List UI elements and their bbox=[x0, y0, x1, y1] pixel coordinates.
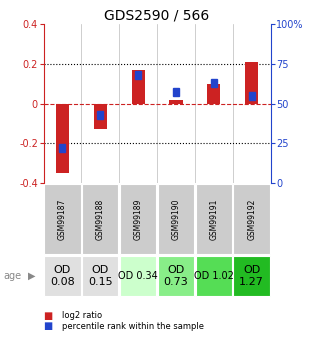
FancyBboxPatch shape bbox=[234, 184, 270, 254]
Bar bbox=[132, 70, 145, 104]
Text: OD
0.08: OD 0.08 bbox=[50, 265, 75, 287]
FancyBboxPatch shape bbox=[158, 184, 194, 254]
Bar bbox=[245, 62, 258, 104]
Text: log2 ratio: log2 ratio bbox=[62, 311, 102, 320]
FancyBboxPatch shape bbox=[120, 256, 156, 296]
FancyBboxPatch shape bbox=[234, 256, 270, 296]
Bar bbox=[248, 91, 255, 99]
Text: GSM99189: GSM99189 bbox=[134, 198, 143, 240]
Bar bbox=[211, 79, 217, 87]
FancyBboxPatch shape bbox=[44, 256, 81, 296]
Bar bbox=[173, 88, 179, 96]
Text: OD 1.02: OD 1.02 bbox=[194, 271, 234, 281]
Bar bbox=[56, 104, 69, 173]
Text: OD
0.73: OD 0.73 bbox=[164, 265, 188, 287]
FancyBboxPatch shape bbox=[120, 184, 156, 254]
Text: ■: ■ bbox=[44, 311, 53, 321]
Text: GSM99191: GSM99191 bbox=[209, 198, 218, 240]
FancyBboxPatch shape bbox=[82, 184, 118, 254]
Text: GSM99187: GSM99187 bbox=[58, 198, 67, 240]
Text: age: age bbox=[3, 271, 21, 281]
Text: OD
1.27: OD 1.27 bbox=[239, 265, 264, 287]
FancyBboxPatch shape bbox=[196, 184, 232, 254]
Text: GSM99188: GSM99188 bbox=[96, 198, 105, 240]
Bar bbox=[59, 144, 66, 152]
Text: ■: ■ bbox=[44, 321, 53, 331]
FancyBboxPatch shape bbox=[158, 256, 194, 296]
Text: percentile rank within the sample: percentile rank within the sample bbox=[62, 322, 204, 331]
Text: ▶: ▶ bbox=[28, 271, 35, 281]
Bar bbox=[207, 84, 220, 104]
FancyBboxPatch shape bbox=[44, 184, 81, 254]
Bar bbox=[94, 104, 107, 129]
Text: GSM99192: GSM99192 bbox=[247, 198, 256, 240]
Text: OD 0.34: OD 0.34 bbox=[118, 271, 158, 281]
Bar bbox=[135, 71, 141, 79]
FancyBboxPatch shape bbox=[196, 256, 232, 296]
Bar bbox=[169, 99, 183, 104]
Title: GDS2590 / 566: GDS2590 / 566 bbox=[104, 9, 210, 23]
Text: OD
0.15: OD 0.15 bbox=[88, 265, 113, 287]
FancyBboxPatch shape bbox=[82, 256, 118, 296]
Text: GSM99190: GSM99190 bbox=[171, 198, 180, 240]
Bar bbox=[97, 111, 103, 119]
